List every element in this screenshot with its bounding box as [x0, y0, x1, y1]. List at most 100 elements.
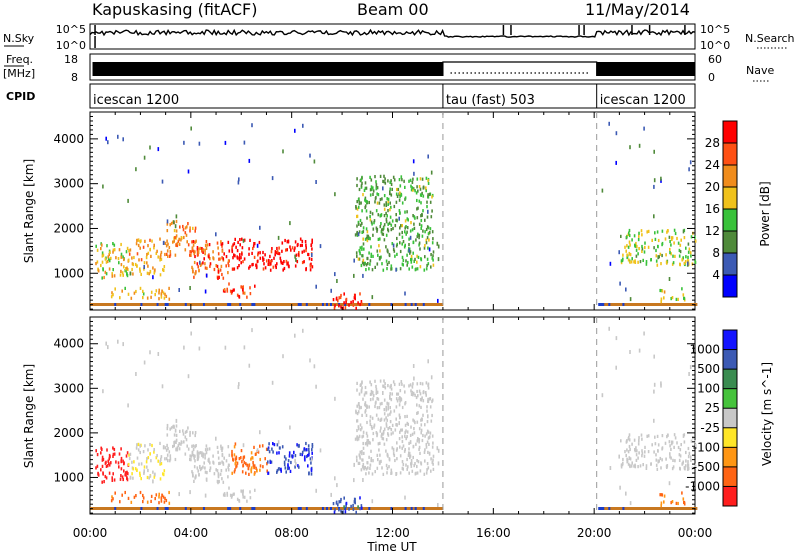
velocity-ground-pixel-95: [281, 507, 284, 510]
velocity-pixel-8-769: [361, 506, 363, 510]
power-stray-1402: [408, 248, 410, 253]
velocity-pixel-4-566: [251, 456, 253, 460]
velocity-pixel-2-420: [176, 448, 179, 452]
power-pixel-8-930: [362, 230, 365, 234]
velocity-pixel-10-1246: [651, 443, 653, 447]
power-ground-pixel-126: [344, 303, 347, 306]
velocity-pixel-9-1181: [387, 427, 389, 431]
power-pixel-3-516: [227, 240, 230, 244]
power-pixel-0-251: [101, 254, 104, 258]
power-pixel-8-896: [366, 239, 369, 243]
velocity-pixel-9-1033: [414, 421, 416, 425]
power-pixel-8-1012: [419, 247, 421, 251]
power-ground-pixel-7: [104, 303, 107, 306]
power-pixel-0-267: [103, 275, 105, 280]
velocity-pixel-9-1146: [416, 382, 419, 386]
velocity-ground-pixel-138: [368, 507, 371, 510]
velocity-pixel-5-647: [299, 452, 302, 456]
power-pixel-4-678: [278, 246, 280, 250]
power-pixel-4-560: [270, 259, 272, 263]
velocity-pixel-9-1093: [369, 466, 371, 470]
station-title: Kapuskasing (fitACF): [92, 0, 257, 19]
velocity-pixel-5-674: [267, 447, 269, 451]
velocity-stray-1391: [302, 328, 304, 333]
power-pixel-8-1166: [424, 255, 426, 259]
velocity-pixel-9-1143: [369, 419, 371, 423]
velocity-pixel-2-421: [176, 446, 179, 450]
power-pixel-8-925: [410, 257, 413, 261]
velocity-pixel-10-1232: [661, 458, 663, 462]
power-cbar-label-6: 28: [705, 136, 720, 150]
velocity-pixel-9-930: [362, 434, 365, 438]
velocity-pixel-9-833: [390, 387, 393, 391]
power-pixel-3-433: [202, 250, 204, 254]
power-stray-1425: [421, 212, 423, 217]
power-pixel-8-909: [376, 186, 379, 190]
power-pixel-4-578: [257, 253, 259, 257]
power-pixel-10-1347: [663, 290, 666, 294]
velocity-pixel-4-575: [233, 445, 236, 449]
velocity-pixel-10-1225: [636, 449, 638, 453]
power-ground-pixel-150: [392, 303, 395, 306]
velocity-ground-pixel-183: [614, 507, 617, 510]
velocity-pixel-9-1166: [424, 459, 426, 463]
velocity-ground-pixel-94: [279, 507, 282, 510]
velocity-stray-1381: [653, 382, 656, 387]
power-pixel-9-1251: [645, 262, 648, 266]
power-pixel-4-660: [299, 237, 302, 241]
power-pixel-1-313: [160, 250, 163, 254]
velocity-pixel-5-665: [308, 472, 310, 476]
power-pixel-0-234: [96, 260, 99, 264]
velocity-pixel-2-424: [167, 459, 169, 463]
velocity-ground-pixel-14: [118, 507, 121, 510]
velocity-pixel-4-562: [252, 463, 255, 467]
velocity-pixel-9-1028: [406, 467, 408, 471]
power-pixel-1-346: [153, 246, 155, 250]
power-pixel-4-612: [311, 240, 313, 244]
velocity-stray-1459: [295, 462, 297, 467]
velocity-pixel-10-1308: [664, 441, 667, 445]
velocity-pixel-2-386: [178, 447, 181, 451]
velocity-ground-pixel-60: [211, 507, 214, 510]
velocity-pixel-9-996: [362, 462, 365, 467]
power-pixel-4-607: [311, 238, 313, 242]
velocity-pixel-9-1124: [358, 427, 360, 431]
velocity-stray-1433: [353, 462, 355, 467]
velocity-ground-pixel-194: [636, 507, 639, 510]
power-pixel-8-1148: [387, 197, 390, 201]
power-pixel-8-830: [427, 179, 429, 183]
velocity-pixel-0-228: [127, 472, 129, 476]
power-stray-1460: [430, 170, 433, 175]
power-pixel-8-881: [399, 195, 401, 199]
power-ground-pixel-140: [372, 303, 375, 306]
velocity-ground-pixel-77: [245, 507, 248, 510]
power-pixel-8-1054: [401, 178, 403, 182]
power-pixel-2-380: [194, 250, 196, 254]
velocity-pixel-10-1250: [673, 433, 676, 437]
power-ground-pixel-122: [336, 303, 339, 306]
power-pixel-8-1002: [425, 227, 428, 232]
velocity-pixel-9-912: [390, 468, 393, 472]
power-pixel-8-1188: [365, 227, 368, 231]
velocity-pixel-6-699: [246, 499, 248, 503]
velocity-ground-pixel-114: [319, 507, 323, 510]
velocity-pixel-3-505: [221, 453, 224, 458]
power-pixel-8-979: [356, 207, 359, 211]
velocity-ground-pixel-177: [602, 507, 605, 510]
velocity-pixel-5-636: [287, 464, 289, 468]
power-pixel-9-1236: [669, 239, 671, 244]
velocity-ground-pixel-73: [237, 507, 240, 510]
velocity-ground-pixel-206: [660, 507, 664, 510]
velocity-pixel-1-308: [138, 462, 140, 466]
power-pixel-4-553: [271, 259, 273, 263]
power-pixel-3-429: [200, 262, 203, 266]
velocity-pixel-9-1151: [374, 401, 377, 405]
power-stray-1398: [385, 201, 387, 206]
velocity-ground-pixel-207: [662, 507, 666, 510]
power-pixel-8-1152: [393, 178, 396, 182]
velocity-pixel-8-757: [340, 497, 342, 502]
power-pixel-8-1040: [430, 215, 433, 219]
power-pixel-4-621: [239, 243, 241, 247]
velocity-pixel-2-367: [169, 427, 171, 431]
power-pixel-8-810: [391, 187, 393, 191]
